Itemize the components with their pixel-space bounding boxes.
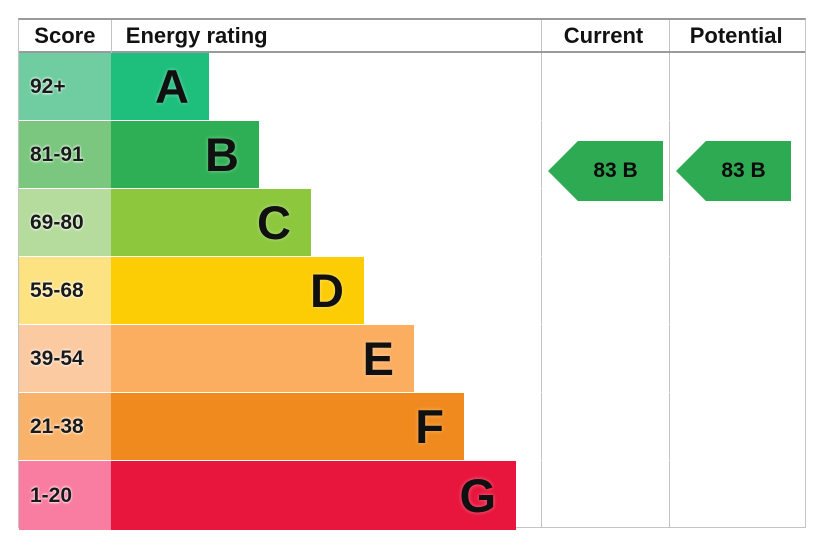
band-score-cell: 81-91 <box>19 121 111 188</box>
band-bar: E <box>111 325 414 392</box>
header-score: Score <box>34 22 96 48</box>
band-letter: F <box>415 400 444 453</box>
band-score-cell: 92+ <box>19 53 111 120</box>
band-score-label: 55-68 <box>30 278 84 302</box>
header-energy-rating: Energy rating <box>125 22 268 48</box>
band-score-cell: 55-68 <box>19 257 111 324</box>
band-score-cell: 1-20 <box>19 461 111 530</box>
band-letter: A <box>155 60 189 113</box>
band-score-cell: 39-54 <box>19 325 111 392</box>
potential-rating-label: 83 B <box>721 159 766 182</box>
band-row: 69-80 C <box>19 189 805 257</box>
band-letter: G <box>459 469 496 522</box>
band-bar: F <box>111 393 464 460</box>
band-row: 55-68 D <box>19 257 805 325</box>
band-score-label: 92+ <box>30 74 66 98</box>
band-score-label: 81-91 <box>30 142 84 166</box>
band-row: 81-91 B <box>19 121 805 189</box>
band-letter: D <box>310 264 344 317</box>
band-score-label: 21-38 <box>30 414 84 438</box>
header-row: Score Energy rating Current Potential <box>19 20 805 53</box>
band-score-label: 69-80 <box>30 210 84 234</box>
band-bar: G <box>111 461 516 530</box>
column-divider-current <box>541 20 542 527</box>
band-bar: C <box>111 189 311 256</box>
column-divider-potential <box>669 20 670 527</box>
epc-rating-chart: Score Energy rating Current Potential 92… <box>18 18 806 530</box>
current-rating-label: 83 B <box>593 159 638 182</box>
band-row: 1-20 G <box>19 461 805 530</box>
band-bar: A <box>111 53 209 120</box>
band-rows: 92+ A 81-91 B 69-80 C 55-68 <box>19 53 805 530</box>
header-current: Current <box>563 22 644 48</box>
band-bar: B <box>111 121 259 188</box>
column-divider-score <box>111 20 112 53</box>
band-letter: B <box>205 128 239 181</box>
band-score-cell: 21-38 <box>19 393 111 460</box>
band-score-cell: 69-80 <box>19 189 111 256</box>
header-potential: Potential <box>689 22 783 48</box>
band-row: 92+ A <box>19 53 805 121</box>
band-bar: D <box>111 257 364 324</box>
band-letter: C <box>257 196 291 249</box>
band-score-label: 39-54 <box>30 346 84 370</box>
band-row: 39-54 E <box>19 325 805 393</box>
band-row: 21-38 F <box>19 393 805 461</box>
band-score-label: 1-20 <box>30 483 73 507</box>
band-letter: E <box>362 332 394 385</box>
